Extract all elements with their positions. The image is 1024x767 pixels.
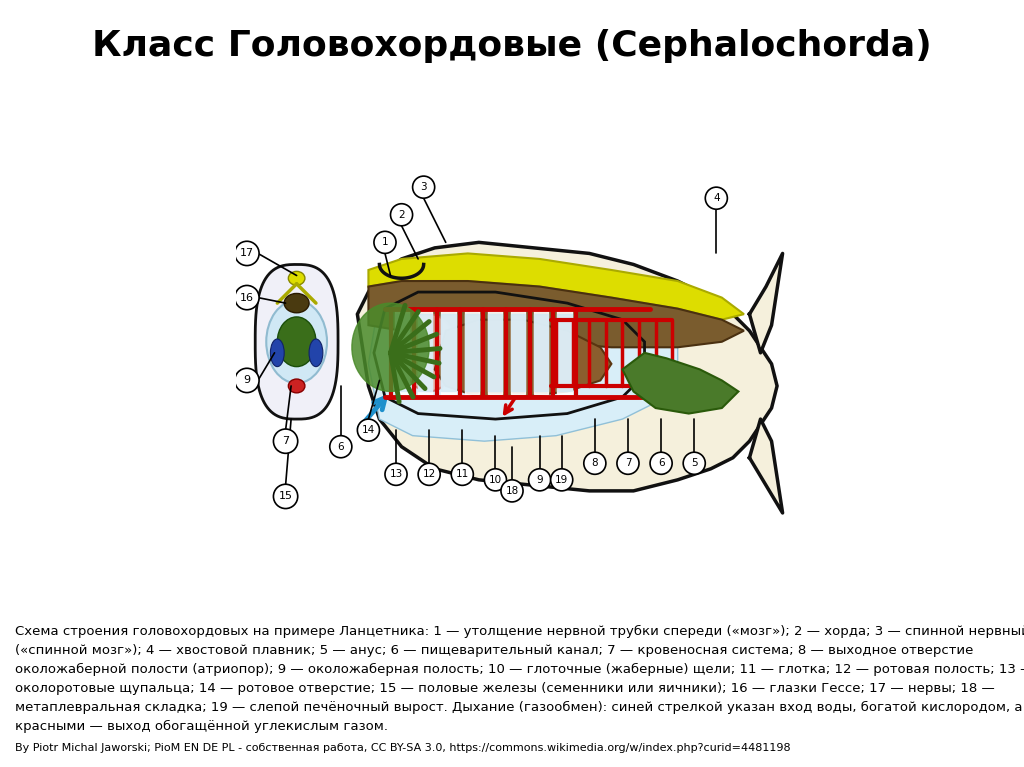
- Circle shape: [234, 242, 259, 265]
- Circle shape: [551, 469, 572, 491]
- Text: By Piotr Michal Jaworski; PioM EN DE PL - собственная работа, CC BY-SA 3.0, http: By Piotr Michal Jaworski; PioM EN DE PL …: [15, 742, 791, 753]
- Text: 7: 7: [282, 436, 289, 446]
- Polygon shape: [487, 314, 502, 391]
- Text: 6: 6: [657, 458, 665, 469]
- Circle shape: [452, 463, 473, 486]
- Text: 11: 11: [456, 469, 469, 479]
- Polygon shape: [434, 320, 611, 397]
- Circle shape: [528, 469, 551, 491]
- Text: околоротовые щупальца; 14 — ротовое отверстие; 15 — половые железы (семенники ил: околоротовые щупальца; 14 — ротовое отве…: [15, 682, 995, 695]
- Text: 2: 2: [398, 209, 404, 220]
- Polygon shape: [623, 353, 738, 413]
- Circle shape: [390, 204, 413, 225]
- Circle shape: [484, 469, 507, 491]
- Circle shape: [650, 453, 672, 474]
- Ellipse shape: [289, 272, 305, 285]
- Text: 17: 17: [240, 249, 254, 258]
- Circle shape: [273, 484, 298, 509]
- Text: 3: 3: [420, 182, 427, 193]
- Polygon shape: [441, 311, 456, 394]
- Polygon shape: [465, 311, 479, 394]
- Polygon shape: [369, 281, 678, 441]
- Circle shape: [418, 463, 440, 486]
- Circle shape: [273, 429, 298, 453]
- Polygon shape: [369, 281, 744, 347]
- Ellipse shape: [278, 317, 316, 367]
- Ellipse shape: [289, 379, 305, 393]
- Circle shape: [706, 187, 727, 209]
- Text: 10: 10: [488, 475, 502, 485]
- Polygon shape: [395, 314, 410, 391]
- Circle shape: [374, 232, 396, 253]
- Circle shape: [234, 368, 259, 393]
- Polygon shape: [465, 314, 479, 391]
- Text: метаплевральная складка; 19 — слепой печёночный вырост. Дыхание (газообмен): син: метаплевральная складка; 19 — слепой печ…: [15, 701, 1023, 714]
- Text: 18: 18: [506, 486, 518, 496]
- Circle shape: [234, 285, 259, 310]
- Circle shape: [385, 463, 408, 486]
- Polygon shape: [511, 311, 525, 394]
- Polygon shape: [357, 242, 777, 491]
- Text: 7: 7: [625, 458, 631, 469]
- Polygon shape: [511, 314, 525, 391]
- Text: 5: 5: [691, 458, 697, 469]
- Text: Схема строения головохордовых на примере Ланцетника: 1 — утолщение нервной трубк: Схема строения головохордовых на примере…: [15, 624, 1024, 638]
- Polygon shape: [535, 311, 549, 394]
- Polygon shape: [487, 311, 502, 394]
- Text: («спинной мозг»); 4 — хвостовой плавник; 5 — анус; 6 — пищеварительный канал; 7 : («спинной мозг»); 4 — хвостовой плавник;…: [15, 644, 974, 657]
- Polygon shape: [369, 253, 744, 320]
- Polygon shape: [557, 311, 571, 394]
- Ellipse shape: [401, 314, 457, 391]
- Text: 9: 9: [244, 375, 251, 386]
- Circle shape: [330, 436, 352, 458]
- Polygon shape: [418, 311, 432, 394]
- Polygon shape: [750, 419, 782, 513]
- Text: Класс Головохордовые (Cephalochorda): Класс Головохордовые (Cephalochorda): [92, 29, 932, 63]
- Text: 13: 13: [389, 469, 402, 479]
- Polygon shape: [395, 311, 410, 394]
- Text: 16: 16: [240, 292, 254, 303]
- Text: 19: 19: [555, 475, 568, 485]
- Text: 1: 1: [382, 237, 388, 248]
- Text: 15: 15: [279, 492, 293, 502]
- Text: 14: 14: [361, 425, 375, 435]
- Ellipse shape: [266, 301, 327, 384]
- Ellipse shape: [309, 339, 323, 367]
- Circle shape: [616, 453, 639, 474]
- Text: 12: 12: [423, 469, 436, 479]
- Polygon shape: [441, 314, 456, 391]
- Text: 8: 8: [592, 458, 598, 469]
- Polygon shape: [418, 314, 432, 391]
- Text: 4: 4: [713, 193, 720, 203]
- Polygon shape: [255, 265, 338, 419]
- Circle shape: [357, 419, 380, 441]
- Text: красными — выход обогащённой углекислым газом.: красными — выход обогащённой углекислым …: [15, 719, 388, 732]
- Text: околожаберной полости (атриопор); 9 — околожаберная полость; 10 — глоточные (жаб: околожаберной полости (атриопор); 9 — ок…: [15, 663, 1024, 676]
- Text: 6: 6: [338, 442, 344, 452]
- Circle shape: [413, 176, 434, 198]
- Polygon shape: [352, 303, 429, 391]
- Polygon shape: [750, 253, 782, 353]
- Ellipse shape: [270, 339, 285, 367]
- Ellipse shape: [285, 294, 309, 313]
- Circle shape: [501, 480, 523, 502]
- Text: 9: 9: [537, 475, 543, 485]
- Polygon shape: [557, 314, 571, 391]
- Circle shape: [683, 453, 706, 474]
- Polygon shape: [535, 314, 549, 391]
- Circle shape: [584, 453, 606, 474]
